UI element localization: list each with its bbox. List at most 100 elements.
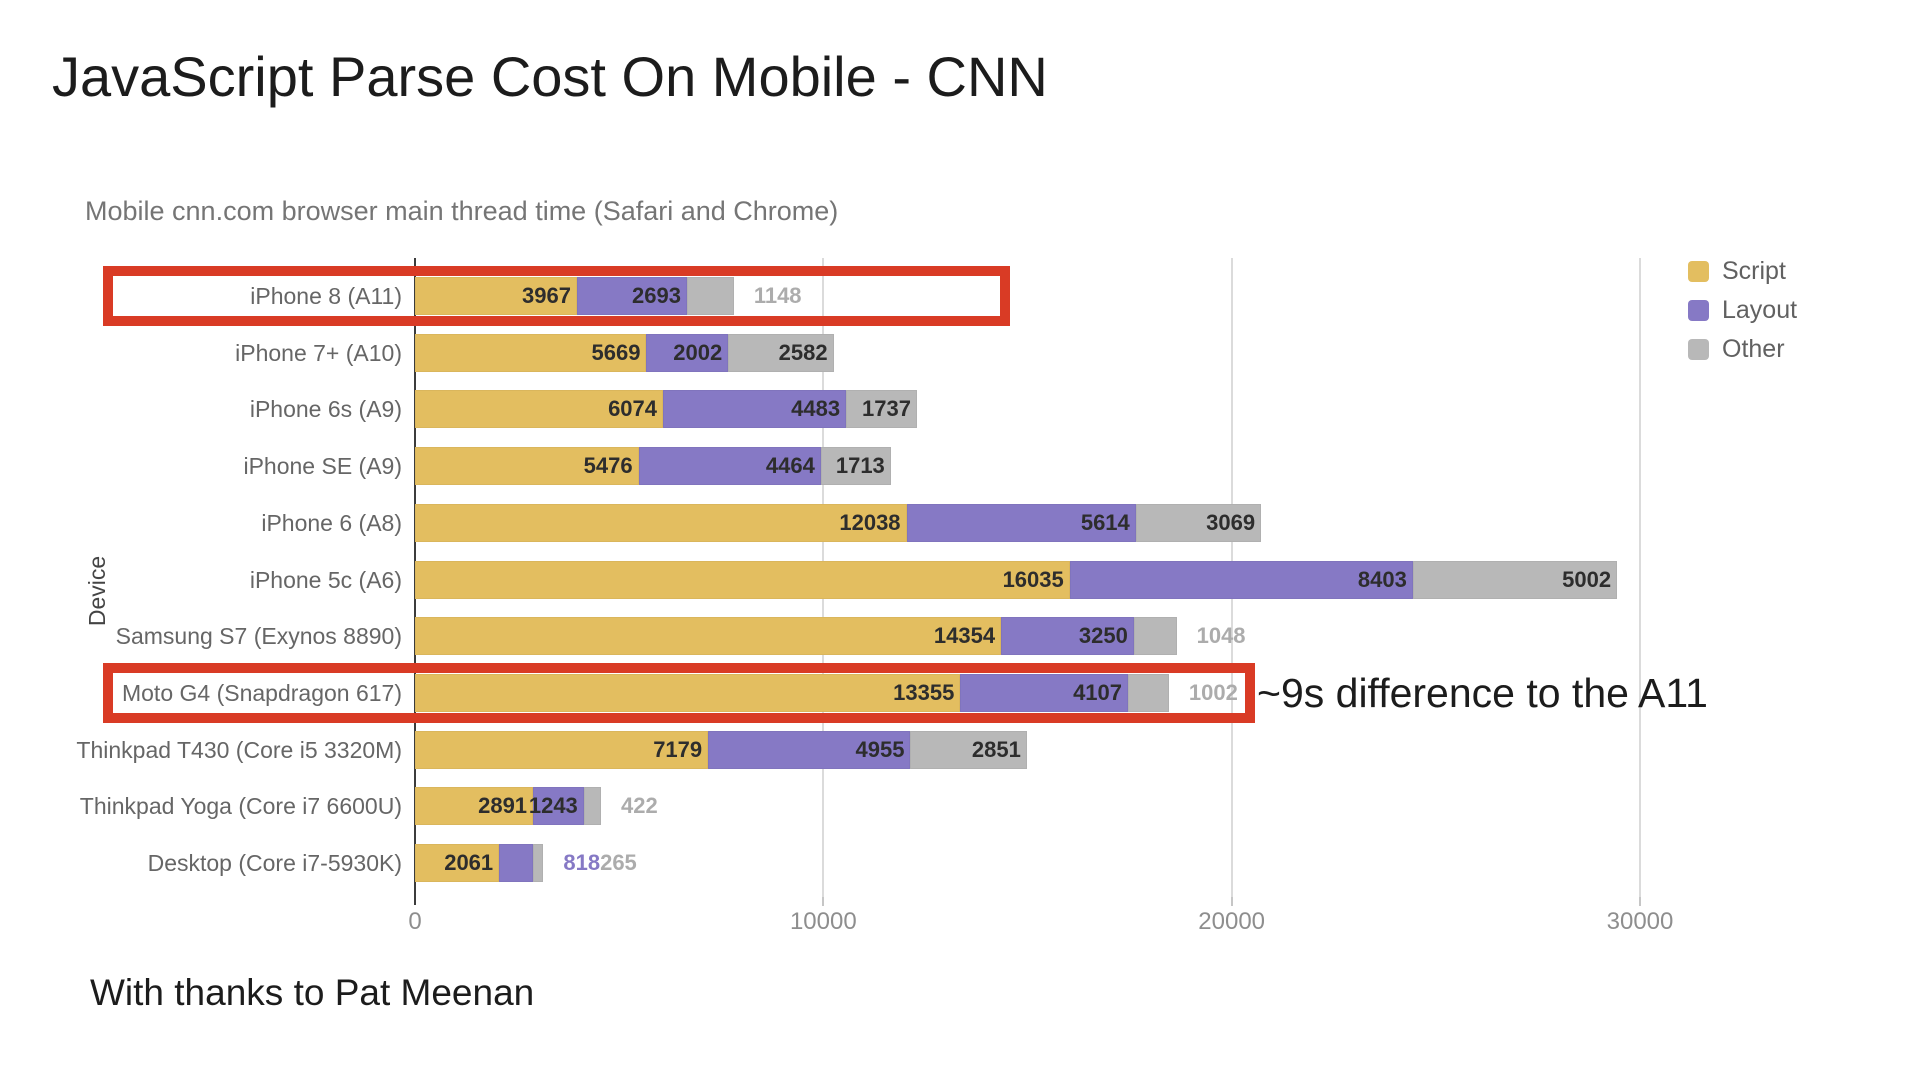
bar-value-label: 3250 <box>1078 623 1128 649</box>
legend-item-layout: Layout <box>1688 297 1797 323</box>
device-label: iPhone 5c (A6) <box>249 566 402 593</box>
bar-segment-layout: 4955 <box>708 730 911 769</box>
bar-segment-layout: 4464 <box>638 447 821 486</box>
bar-value-label-outside: 1002 <box>1188 679 1238 705</box>
bar-value-label-outside: 422 <box>621 793 658 819</box>
bar-segment-other: 1737 <box>846 390 917 429</box>
bar-value-label: 2582 <box>778 339 828 365</box>
bar-segment-other <box>1133 617 1177 656</box>
bar-value-label-outside: 1048 <box>1196 623 1246 649</box>
bar-value-label: 2002 <box>673 339 723 365</box>
axis-tick <box>822 897 825 906</box>
bar-value-label: 1713 <box>835 453 885 479</box>
bar-segment-other: 2851 <box>910 730 1027 769</box>
legend-item-other: Other <box>1688 336 1785 362</box>
bar-row: 2061 818 265 <box>415 844 637 882</box>
bar-value-label: 3967 <box>522 283 571 308</box>
bar-segment-layout: 4483 <box>663 390 847 429</box>
bar-segment-other: 5002 <box>1412 560 1618 599</box>
bar-segment-script: 2061 <box>415 844 500 882</box>
device-label: Moto G4 (Snapdragon 617) <box>121 679 402 706</box>
bar-row: 5476 4464 1713 <box>415 447 891 486</box>
device-label: iPhone 6 (A8) <box>261 509 402 536</box>
bar-value-label: 12038 <box>839 509 901 535</box>
bar-row: 13355 4107 1002 <box>415 673 1238 712</box>
legend-label: Layout <box>1722 296 1798 324</box>
device-label: iPhone 8 (A11) <box>250 283 402 309</box>
bar-value-label-outside: 818 <box>563 850 601 875</box>
bar-segment-other <box>686 277 734 315</box>
bar-segment-layout: 3250 <box>1001 617 1134 656</box>
x-tick-label: 0 <box>408 908 422 935</box>
device-label: Samsung S7 (Exynos 8890) <box>115 623 402 650</box>
bar-segment-script: 2891 <box>415 787 534 826</box>
bar-segment-script: 12038 <box>415 503 907 542</box>
bar-value-label: 5476 <box>583 453 633 479</box>
x-tick-label: 30000 <box>1606 908 1674 935</box>
highlight-box-iphone8 <box>103 266 1010 326</box>
bar-segment-script: 5476 <box>415 447 639 486</box>
bar-segment-layout: 1243 <box>529 787 584 826</box>
bar-row: 3967 2693 1148 <box>415 277 802 315</box>
bar-value-label-outside: 1148 <box>753 283 802 308</box>
legend-swatch-other <box>1688 338 1709 360</box>
bar-value-label: 4464 <box>765 453 815 479</box>
bar-row: 12038 5614 3069 <box>415 503 1262 542</box>
bar-value-label: 2851 <box>971 736 1021 762</box>
bar-value-label: 3069 <box>1206 509 1256 535</box>
bar-row: 2891 1243 422 <box>415 787 658 826</box>
device-label: Thinkpad Yoga (Core i7 6600U) <box>79 793 402 820</box>
device-label: Thinkpad T430 (Core i5 3320M) <box>76 736 402 763</box>
bar-segment-other: 1713 <box>820 447 891 486</box>
bar-value-label: 16035 <box>1002 566 1064 592</box>
bar-value-label: 5614 <box>1080 509 1130 535</box>
bar-segment-layout: 5614 <box>906 503 1136 542</box>
y-axis-title: Device <box>84 555 110 627</box>
bar-segment-layout <box>499 844 533 882</box>
device-label: iPhone 7+ (A10) <box>235 339 402 366</box>
bar-value-label: 1737 <box>862 396 911 422</box>
bar-segment-layout: 2693 <box>576 277 687 315</box>
bar-segment-layout: 8403 <box>1069 560 1413 599</box>
bar-segment-script: 14354 <box>415 617 1002 656</box>
axis-tick <box>1230 897 1233 906</box>
bar-value-label: 2693 <box>631 283 681 308</box>
x-tick-label: 20000 <box>1198 908 1266 935</box>
chart-subtitle: Mobile cnn.com browser main thread time … <box>85 196 839 226</box>
highlight-box-motog4 <box>103 663 1255 723</box>
bar-value-label: 5002 <box>1562 566 1612 592</box>
bar-value-label: 4107 <box>1073 679 1123 705</box>
legend-swatch-layout <box>1688 299 1709 321</box>
bar-value-label: 5669 <box>591 339 641 365</box>
bar-segment-script: 6074 <box>415 390 664 429</box>
axis-tick <box>1639 897 1641 906</box>
bar-segment-other <box>1128 673 1169 712</box>
legend-label: Other <box>1722 335 1785 363</box>
x-tick-label: 10000 <box>789 908 857 935</box>
bar-value-label: 6074 <box>608 396 658 422</box>
bar-value-label: 2061 <box>444 850 494 875</box>
bar-segment-script: 5669 <box>415 333 647 372</box>
gridline-30000 <box>1639 258 1641 897</box>
bar-segment-other <box>532 844 544 882</box>
bar-value-label: 7179 <box>653 736 703 762</box>
bar-row: 5669 2002 2582 <box>415 333 834 372</box>
bar-value-label: 4483 <box>791 396 841 422</box>
bar-segment-other <box>583 787 602 826</box>
device-label: iPhone 6s (A9) <box>249 396 402 423</box>
bar-segment-other: 2582 <box>728 333 834 372</box>
bar-row: 14354 3250 1048 <box>415 617 1246 656</box>
bar-value-label: 4955 <box>855 736 905 762</box>
page-title: JavaScript Parse Cost On Mobile - CNN <box>52 45 1048 108</box>
credit-text: With thanks to Pat Meenan <box>90 972 535 1013</box>
bar-value-label: 1243 <box>528 793 578 819</box>
bar-segment-script: 13355 <box>415 673 961 712</box>
annotation-text: ~9s difference to the A11 <box>1257 670 1708 716</box>
legend-item-script: Script <box>1688 258 1786 284</box>
bar-value-label: 14354 <box>933 623 996 649</box>
bar-value-label: 13355 <box>893 679 955 705</box>
bar-segment-script: 7179 <box>415 730 709 769</box>
bar-row: 7179 4955 2851 <box>415 730 1027 769</box>
bar-row: 6074 4483 1737 <box>415 390 917 429</box>
